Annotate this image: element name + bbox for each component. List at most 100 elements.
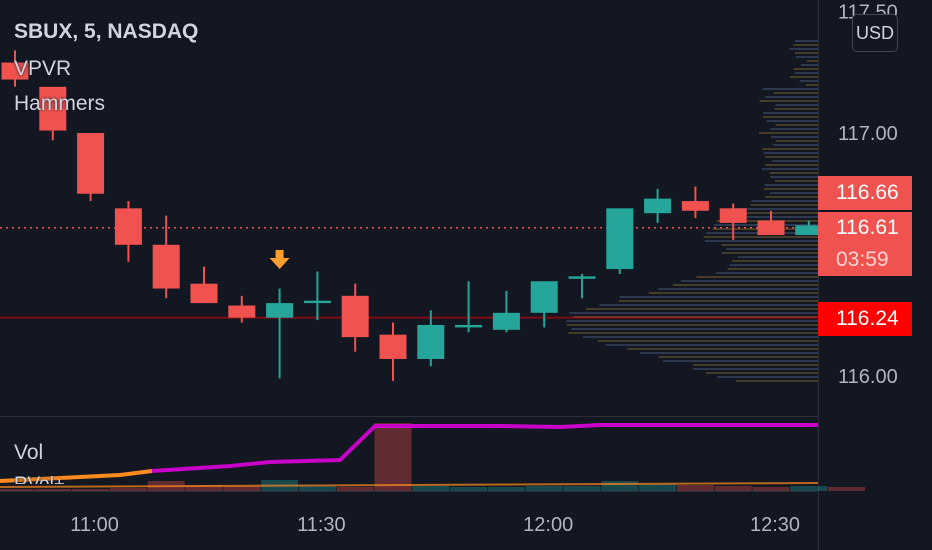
volume-profile-row <box>649 292 818 294</box>
volume-profile-row <box>763 88 818 90</box>
volume-profile-row <box>801 64 818 66</box>
volume-profile-row <box>571 328 818 330</box>
volume-profile-row <box>693 364 818 366</box>
volume-profile-row <box>773 144 818 146</box>
candle-body <box>531 281 558 313</box>
volume-profile-row <box>794 68 818 70</box>
candle-body <box>758 220 785 235</box>
candle-body <box>380 335 407 359</box>
volume-profile-row <box>598 340 818 342</box>
volume-profile-row <box>763 112 818 114</box>
hammer-arrow-icon <box>270 250 290 269</box>
rvol-line <box>152 425 818 471</box>
candle <box>417 310 444 366</box>
volume-bar <box>488 487 525 491</box>
volume-profile-row <box>765 156 818 158</box>
candle <box>304 272 331 321</box>
volume-profile-row <box>800 80 818 82</box>
candle <box>77 133 104 201</box>
symbol-legend[interactable]: SBUX, 5, NASDAQ <box>14 20 198 44</box>
volume-profile-row <box>774 92 818 94</box>
volume-bar <box>828 487 865 491</box>
volume-bar <box>110 488 147 491</box>
volume-profile-row <box>771 136 818 138</box>
volume-profile-row <box>722 252 818 254</box>
volume-bar <box>72 489 109 491</box>
last-price-label: 116.66 <box>818 176 912 210</box>
volume-profile-row <box>673 284 818 286</box>
volume-bar <box>450 487 487 491</box>
volume-profile-row <box>721 244 818 246</box>
candle-body <box>228 306 255 318</box>
volume-profile-row <box>807 60 818 62</box>
volume-profile-row <box>762 148 818 150</box>
volume-profile-row <box>620 296 818 298</box>
vpvr-legend[interactable]: VPVR <box>14 57 71 81</box>
candle <box>266 289 293 379</box>
volume-profile-row <box>796 56 818 58</box>
candle-body <box>569 276 596 278</box>
volume-profile-row <box>619 300 818 302</box>
candle-body <box>153 245 180 289</box>
volume-profile-row <box>776 140 818 142</box>
time-tick-label: 12:30 <box>750 514 800 536</box>
volume-bar <box>601 481 638 491</box>
price-tick-label: 117.00 <box>838 123 898 145</box>
volume-bar <box>526 486 563 491</box>
currency-button[interactable]: USD <box>852 14 898 52</box>
volume-bar <box>375 423 412 491</box>
volume-bar <box>412 486 449 491</box>
time-tick-label: 11:00 <box>70 514 119 536</box>
candle-body <box>606 208 633 269</box>
current-price-label: 116.61 03:59 <box>818 212 912 276</box>
candle-body <box>191 284 218 303</box>
candle <box>720 203 747 239</box>
volume-profile-row <box>764 188 818 190</box>
volume-profile-row <box>681 280 818 282</box>
volume-profile-row <box>728 268 818 270</box>
bar-countdown: 03:59 <box>836 244 912 276</box>
candle <box>758 211 785 235</box>
candle-body <box>266 303 293 318</box>
candle <box>455 281 482 332</box>
volume-profile-row <box>770 176 818 178</box>
volume-profile-row <box>794 72 818 74</box>
volume-profile-row <box>599 304 818 306</box>
volume-profile-row <box>703 236 818 238</box>
volume-profile-row <box>776 104 818 106</box>
support-price-label: 116.24 <box>818 302 912 336</box>
hammers-legend[interactable]: Hammers <box>14 92 105 116</box>
volume-profile-row <box>770 172 818 174</box>
time-tick-label: 12:00 <box>523 514 573 536</box>
volume-profile-row <box>735 212 818 214</box>
volume-profile-row <box>760 100 818 102</box>
candle-body <box>304 301 331 303</box>
candle <box>531 281 558 327</box>
volume-profile-row <box>730 264 818 266</box>
volume-profile-row <box>770 128 818 130</box>
candle-body <box>115 208 142 244</box>
volume-profile-row <box>795 40 818 42</box>
candle-body <box>77 133 104 194</box>
volume-bar <box>715 486 752 491</box>
volume-bar <box>337 487 374 491</box>
volume-profile-row <box>765 196 818 198</box>
volume-profile-row <box>696 276 818 278</box>
candle <box>380 323 407 381</box>
volume-profile-row <box>776 124 818 126</box>
volume-profile-row <box>566 320 818 322</box>
volume-profile-row <box>663 360 818 362</box>
candle <box>493 291 520 332</box>
volume-profile-row <box>772 160 818 162</box>
time-axis[interactable]: 11:00 11:30 12:00 12:30 <box>70 514 800 536</box>
vol-legend[interactable]: Vol <box>14 441 43 465</box>
volume-profile-row <box>738 256 818 258</box>
volume-profile-row <box>793 44 818 46</box>
volume-profile-row <box>567 324 818 326</box>
time-tick-label: 11:30 <box>297 514 346 536</box>
volume-profile-row <box>765 164 818 166</box>
volume-bar <box>564 486 601 491</box>
volume-bar <box>34 489 71 491</box>
volume-profile-row <box>765 184 818 186</box>
